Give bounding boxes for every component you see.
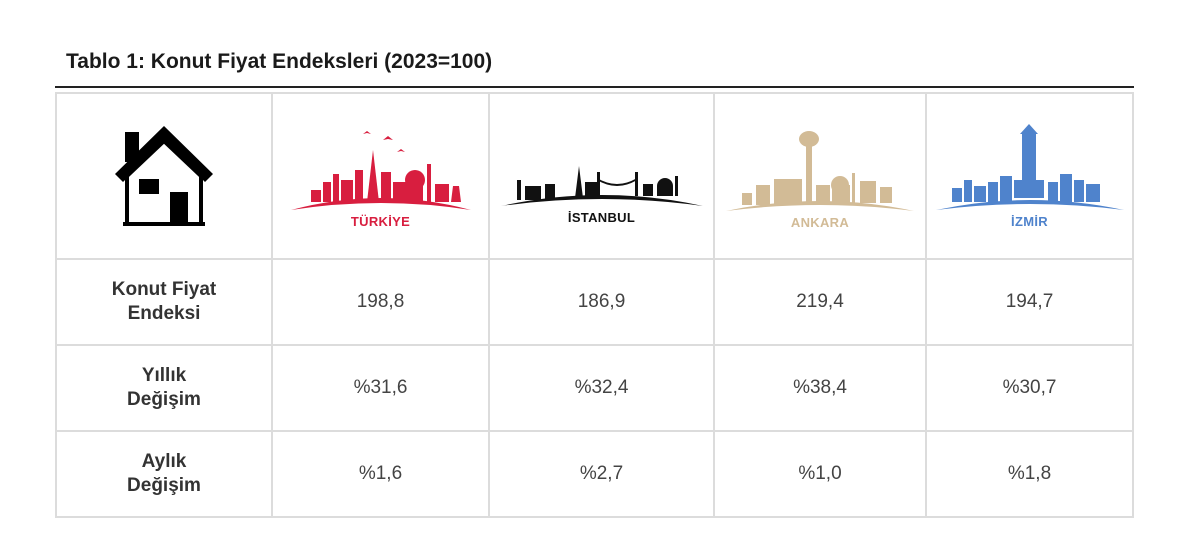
house-icon	[115, 126, 213, 226]
table-cell: %1,6	[271, 430, 490, 518]
table-cell: %31,6	[271, 344, 490, 432]
table-cell: %32,4	[488, 344, 715, 432]
table-cell: 219,4	[713, 258, 927, 346]
row-label: Yıllık Değişim	[55, 344, 273, 432]
row-label-line: Yıllık	[141, 365, 187, 386]
row-label: Konut Fiyat Endeksi	[55, 258, 273, 346]
city-header-turkiye: TÜRKİYE	[271, 92, 490, 260]
table-row: Yıllık Değişim %31,6 %32,4 %38,4 %30,7	[55, 344, 1134, 432]
row-label-line: Konut Fiyat	[111, 279, 217, 300]
table-cell: %1,8	[925, 430, 1134, 518]
izmir-skyline-icon	[935, 123, 1124, 210]
table-cell: 186,9	[488, 258, 715, 346]
table-cell: %30,7	[925, 344, 1134, 432]
ankara-skyline-icon	[726, 130, 914, 211]
city-name: TÜRKİYE	[350, 213, 411, 229]
table-row: Aylık Değişim %1,6 %2,7 %1,0 %1,8	[55, 430, 1134, 518]
turkiye-skyline-icon	[290, 130, 471, 210]
istanbul-skyline-icon	[500, 165, 703, 206]
table-header-row: TÜRKİYE İ	[55, 92, 1134, 260]
row-label-line: Endeksi	[127, 303, 201, 324]
title-divider	[55, 86, 1134, 88]
row-label-line: Değişim	[127, 389, 201, 410]
row-label-line: Değişim	[127, 475, 201, 496]
price-index-table: TÜRKİYE İ	[55, 92, 1134, 518]
table-cell: %2,7	[488, 430, 715, 518]
city-name: İZMİR	[1011, 213, 1048, 229]
table-cell: %1,0	[713, 430, 927, 518]
table-cell: %38,4	[713, 344, 927, 432]
row-label: Aylık Değişim	[55, 430, 273, 518]
table-cell: 198,8	[271, 258, 490, 346]
table-title: Tablo 1: Konut Fiyat Endeksleri (2023=10…	[66, 50, 493, 73]
city-header-izmir: İZMİR	[925, 92, 1134, 260]
table-row: Konut Fiyat Endeksi 198,8 186,9 219,4 19…	[55, 258, 1134, 346]
row-label-line: Aylık	[141, 451, 187, 472]
city-header-istanbul: İSTANBUL	[488, 92, 715, 260]
city-header-ankara: ANKARA	[713, 92, 927, 260]
table-cell: 194,7	[925, 258, 1134, 346]
city-name: ANKARA	[790, 214, 850, 230]
house-cell	[55, 92, 273, 260]
city-name: İSTANBUL	[567, 209, 636, 225]
